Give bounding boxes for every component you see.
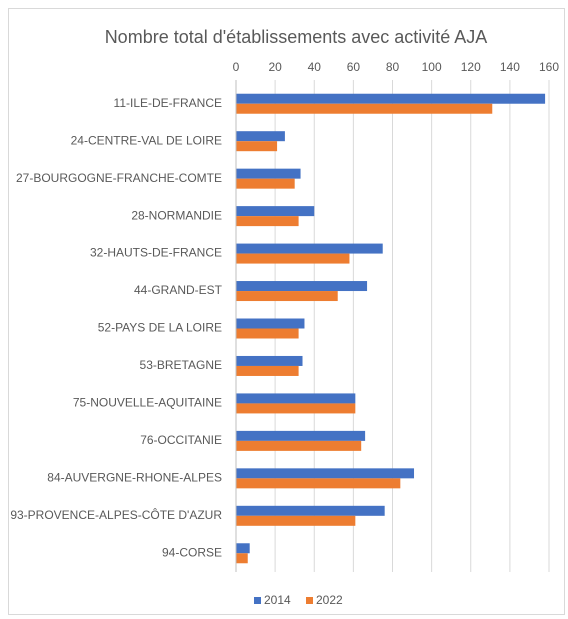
bar [236,543,250,554]
y-tick-label: 76-OCCITANIE [140,433,222,447]
bar [236,318,305,329]
bar [236,141,278,152]
bar [236,393,356,404]
bar [236,206,315,217]
x-tick-label: 140 [500,60,520,74]
bar [236,243,383,254]
x-tick-label: 160 [539,60,559,74]
bar [236,553,248,564]
legend-swatch [306,597,313,604]
x-tick-label: 20 [268,60,282,74]
y-tick-label: 52-PAYS DE LA LOIRE [98,321,222,335]
bar [236,291,338,302]
y-tick-label: 93-PROVENCE-ALPES-CÔTE D'AZUR [10,507,222,522]
bar [236,505,385,516]
bar [236,178,295,189]
y-tick-label: 28-NORMANDIE [131,208,222,222]
bar [236,93,546,104]
x-tick-label: 40 [308,60,322,74]
bar [236,468,415,479]
x-tick-label: 80 [386,60,400,74]
legend-label: 2022 [316,593,343,607]
y-tick-label: 27-BOURGOGNE-FRANCHE-COMTE [16,171,222,185]
x-tick-label: 0 [233,60,240,74]
y-tick-label: 75-NOUVELLE-AQUITAINE [73,396,222,410]
bar [236,515,356,526]
y-tick-label: 44-GRAND-EST [134,283,223,297]
bar [236,168,301,179]
bar [236,216,299,227]
bar [236,403,356,414]
x-tick-label: 60 [347,60,361,74]
bar [236,430,366,441]
bar [236,355,303,366]
bar [236,253,350,264]
bar [236,328,299,339]
bar [236,440,362,451]
x-tick-label: 120 [461,60,481,74]
chart-title: Nombre total d'établissements avec activ… [105,27,488,47]
y-tick-label: 53-BRETAGNE [140,358,222,372]
y-tick-label: 24-CENTRE-VAL DE LOIRE [71,133,222,147]
bar [236,281,368,292]
y-tick-label: 32-HAUTS-DE-FRANCE [90,246,222,260]
y-tick-label: 94-CORSE [162,545,222,559]
y-tick-label: 84-AUVERGNE-RHONE-ALPES [47,471,222,485]
bar [236,478,401,489]
bar [236,103,493,114]
y-tick-label: 11-ILE-DE-FRANCE [114,96,222,110]
legend-swatch [254,597,261,604]
x-tick-label: 100 [422,60,442,74]
bar [236,365,299,376]
bar [236,131,285,142]
legend-label: 2014 [264,593,291,607]
